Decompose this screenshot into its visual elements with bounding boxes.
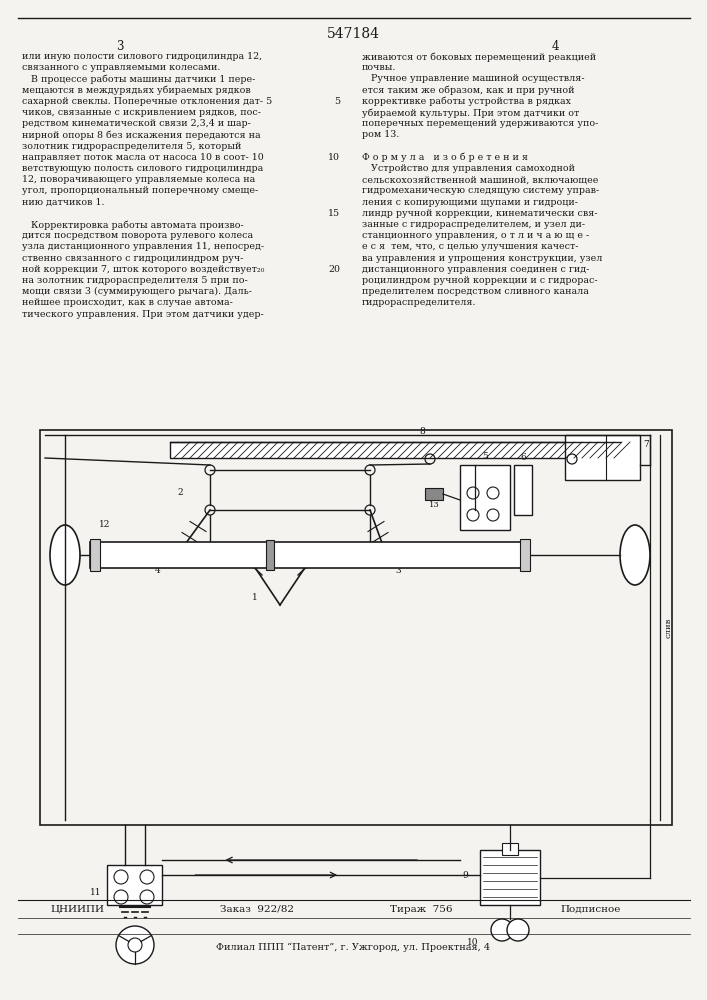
- Bar: [565, 435, 640, 480]
- Bar: [170, 442, 620, 458]
- Text: Подписное: Подписное: [560, 904, 620, 914]
- Bar: [425, 488, 443, 500]
- Text: 11: 11: [90, 888, 101, 897]
- Text: линдр ручной коррекции, кинематически свя-: линдр ручной коррекции, кинематически св…: [362, 209, 597, 218]
- Text: 1: 1: [252, 593, 258, 602]
- Text: 2: 2: [177, 488, 183, 497]
- Text: гидрораспределителя.: гидрораспределителя.: [362, 298, 477, 307]
- Text: сельскохозяйственной машиной, включающее: сельскохозяйственной машиной, включающее: [362, 175, 598, 184]
- Text: 13: 13: [428, 501, 439, 509]
- Text: Филиал ППП “Патент”, г. Ужгород, ул. Проектная, 4: Филиал ППП “Патент”, г. Ужгород, ул. Про…: [216, 943, 490, 952]
- Text: Ручное управление машиной осуществля-: Ручное управление машиной осуществля-: [362, 74, 585, 83]
- Text: 5: 5: [482, 452, 488, 461]
- Ellipse shape: [491, 919, 513, 941]
- Bar: [107, 865, 163, 905]
- Text: ветствующую полость силового гидроцилиндра: ветствующую полость силового гидроцилинд…: [22, 164, 263, 173]
- Bar: [514, 465, 532, 515]
- Text: 6: 6: [520, 453, 526, 462]
- Text: или иную полости силового гидроцилиндра 12,: или иную полости силового гидроцилиндра …: [22, 52, 262, 61]
- Bar: [90, 542, 530, 568]
- Text: е с я  тем, что, с целью улучшения качест-: е с я тем, что, с целью улучшения качест…: [362, 242, 578, 251]
- Text: 10: 10: [328, 153, 340, 162]
- Text: 9: 9: [462, 870, 468, 880]
- Ellipse shape: [50, 525, 80, 585]
- Text: гидромеханическую следящую систему управ-: гидромеханическую следящую систему управ…: [362, 186, 600, 195]
- Text: слив: слив: [665, 617, 673, 638]
- Text: сахарной свеклы. Поперечные отклонения дат- 5: сахарной свеклы. Поперечные отклонения д…: [22, 97, 272, 106]
- Text: угол, пропорциональный поперечному смеще-: угол, пропорциональный поперечному смеще…: [22, 186, 258, 195]
- Text: дится посредством поворота рулевого колеса: дится посредством поворота рулевого коле…: [22, 231, 253, 240]
- Bar: [40, 430, 672, 825]
- Text: мещаются в междурядьях убираемых рядков: мещаются в междурядьях убираемых рядков: [22, 86, 251, 95]
- Text: В процессе работы машины датчики 1 пере-: В процессе работы машины датчики 1 пере-: [22, 74, 255, 84]
- Bar: [502, 843, 518, 855]
- Text: 8: 8: [419, 427, 425, 436]
- Ellipse shape: [116, 926, 154, 964]
- Bar: [266, 540, 274, 570]
- Text: на золотник гидрораспределителя 5 при по-: на золотник гидрораспределителя 5 при по…: [22, 276, 247, 285]
- Text: роцилиндром ручной коррекции и с гидрорас-: роцилиндром ручной коррекции и с гидрора…: [362, 276, 597, 285]
- Text: золотник гидрораспределителя 5, который: золотник гидрораспределителя 5, который: [22, 142, 241, 151]
- Ellipse shape: [507, 919, 529, 941]
- Text: 7: 7: [643, 440, 649, 449]
- Ellipse shape: [620, 525, 650, 585]
- Text: дистанционного управления соединен с гид-: дистанционного управления соединен с гид…: [362, 265, 590, 274]
- Text: Устройство для управления самоходной: Устройство для управления самоходной: [362, 164, 575, 173]
- Text: связанного с управляемыми колесами.: связанного с управляемыми колесами.: [22, 63, 221, 72]
- Text: ной коррекции 7, шток которого воздействует₂₀: ной коррекции 7, шток которого воздейств…: [22, 265, 264, 274]
- Text: пределителем посредством сливного канала: пределителем посредством сливного канала: [362, 287, 589, 296]
- Text: ром 13.: ром 13.: [362, 130, 399, 139]
- Ellipse shape: [128, 938, 142, 952]
- Text: Тираж  756: Тираж 756: [390, 904, 452, 914]
- Text: ЦНИИПИ: ЦНИИПИ: [50, 904, 104, 914]
- Text: 15: 15: [328, 209, 340, 218]
- Text: направляет поток масла от насоса 10 в соот- 10: направляет поток масла от насоса 10 в со…: [22, 153, 264, 162]
- Text: почвы.: почвы.: [362, 63, 397, 72]
- Text: узла дистанционного управления 11, непосред-: узла дистанционного управления 11, непос…: [22, 242, 264, 251]
- Text: живаются от боковых перемещений реакцией: живаются от боковых перемещений реакцией: [362, 52, 596, 62]
- Text: 20: 20: [328, 265, 340, 274]
- Text: поперечных перемещений удерживаются упо-: поперечных перемещений удерживаются упо-: [362, 119, 598, 128]
- Text: 10: 10: [467, 938, 478, 947]
- Text: нейшее происходит, как в случае автома-: нейшее происходит, как в случае автома-: [22, 298, 233, 307]
- Text: Корректировка работы автомата произво-: Корректировка работы автомата произво-: [22, 220, 244, 230]
- Text: ления с копирующими щупами и гидроци-: ления с копирующими щупами и гидроци-: [362, 198, 578, 207]
- Text: станционного управления, о т л и ч а ю щ е -: станционного управления, о т л и ч а ю щ…: [362, 231, 589, 240]
- Text: 4: 4: [155, 566, 161, 575]
- Text: 3: 3: [116, 39, 124, 52]
- Text: Заказ  922/82: Заказ 922/82: [220, 904, 294, 914]
- Bar: [460, 465, 510, 530]
- Text: 547184: 547184: [327, 27, 380, 41]
- Bar: [520, 539, 530, 571]
- Text: нию датчиков 1.: нию датчиков 1.: [22, 198, 105, 207]
- Text: 12: 12: [99, 520, 111, 529]
- Text: занные с гидрораспределителем, и узел ди-: занные с гидрораспределителем, и узел ди…: [362, 220, 585, 229]
- Text: ется таким же образом, как и при ручной: ется таким же образом, как и при ручной: [362, 86, 575, 95]
- Bar: [480, 850, 540, 905]
- Text: 4: 4: [551, 39, 559, 52]
- Text: убираемой культуры. При этом датчики от: убираемой культуры. При этом датчики от: [362, 108, 579, 117]
- Text: коррективке работы устройства в рядках: коррективке работы устройства в рядках: [362, 97, 571, 106]
- Text: ва управления и упрощения конструкции, узел: ва управления и упрощения конструкции, у…: [362, 254, 602, 263]
- Text: 5: 5: [334, 97, 340, 106]
- Bar: [90, 539, 100, 571]
- Text: чиков, связанные с искривлением рядков, пос-: чиков, связанные с искривлением рядков, …: [22, 108, 261, 117]
- Text: Ф о р м у л а   и з о б р е т е н и я: Ф о р м у л а и з о б р е т е н и я: [362, 153, 528, 162]
- Text: тического управления. При этом датчики удер-: тического управления. При этом датчики у…: [22, 310, 264, 319]
- Text: ственно связанного с гидроцилиндром руч-: ственно связанного с гидроцилиндром руч-: [22, 254, 243, 263]
- Text: 12, поворачивающего управляемые колеса на: 12, поворачивающего управляемые колеса н…: [22, 175, 255, 184]
- Text: мощи связи 3 (суммирующего рычага). Даль-: мощи связи 3 (суммирующего рычага). Даль…: [22, 287, 252, 296]
- Text: 3: 3: [395, 566, 401, 575]
- Text: нирной опоры 8 без искажения передаются на: нирной опоры 8 без искажения передаются …: [22, 130, 261, 140]
- Text: редством кинематической связи 2,3,4 и шар-: редством кинематической связи 2,3,4 и ша…: [22, 119, 251, 128]
